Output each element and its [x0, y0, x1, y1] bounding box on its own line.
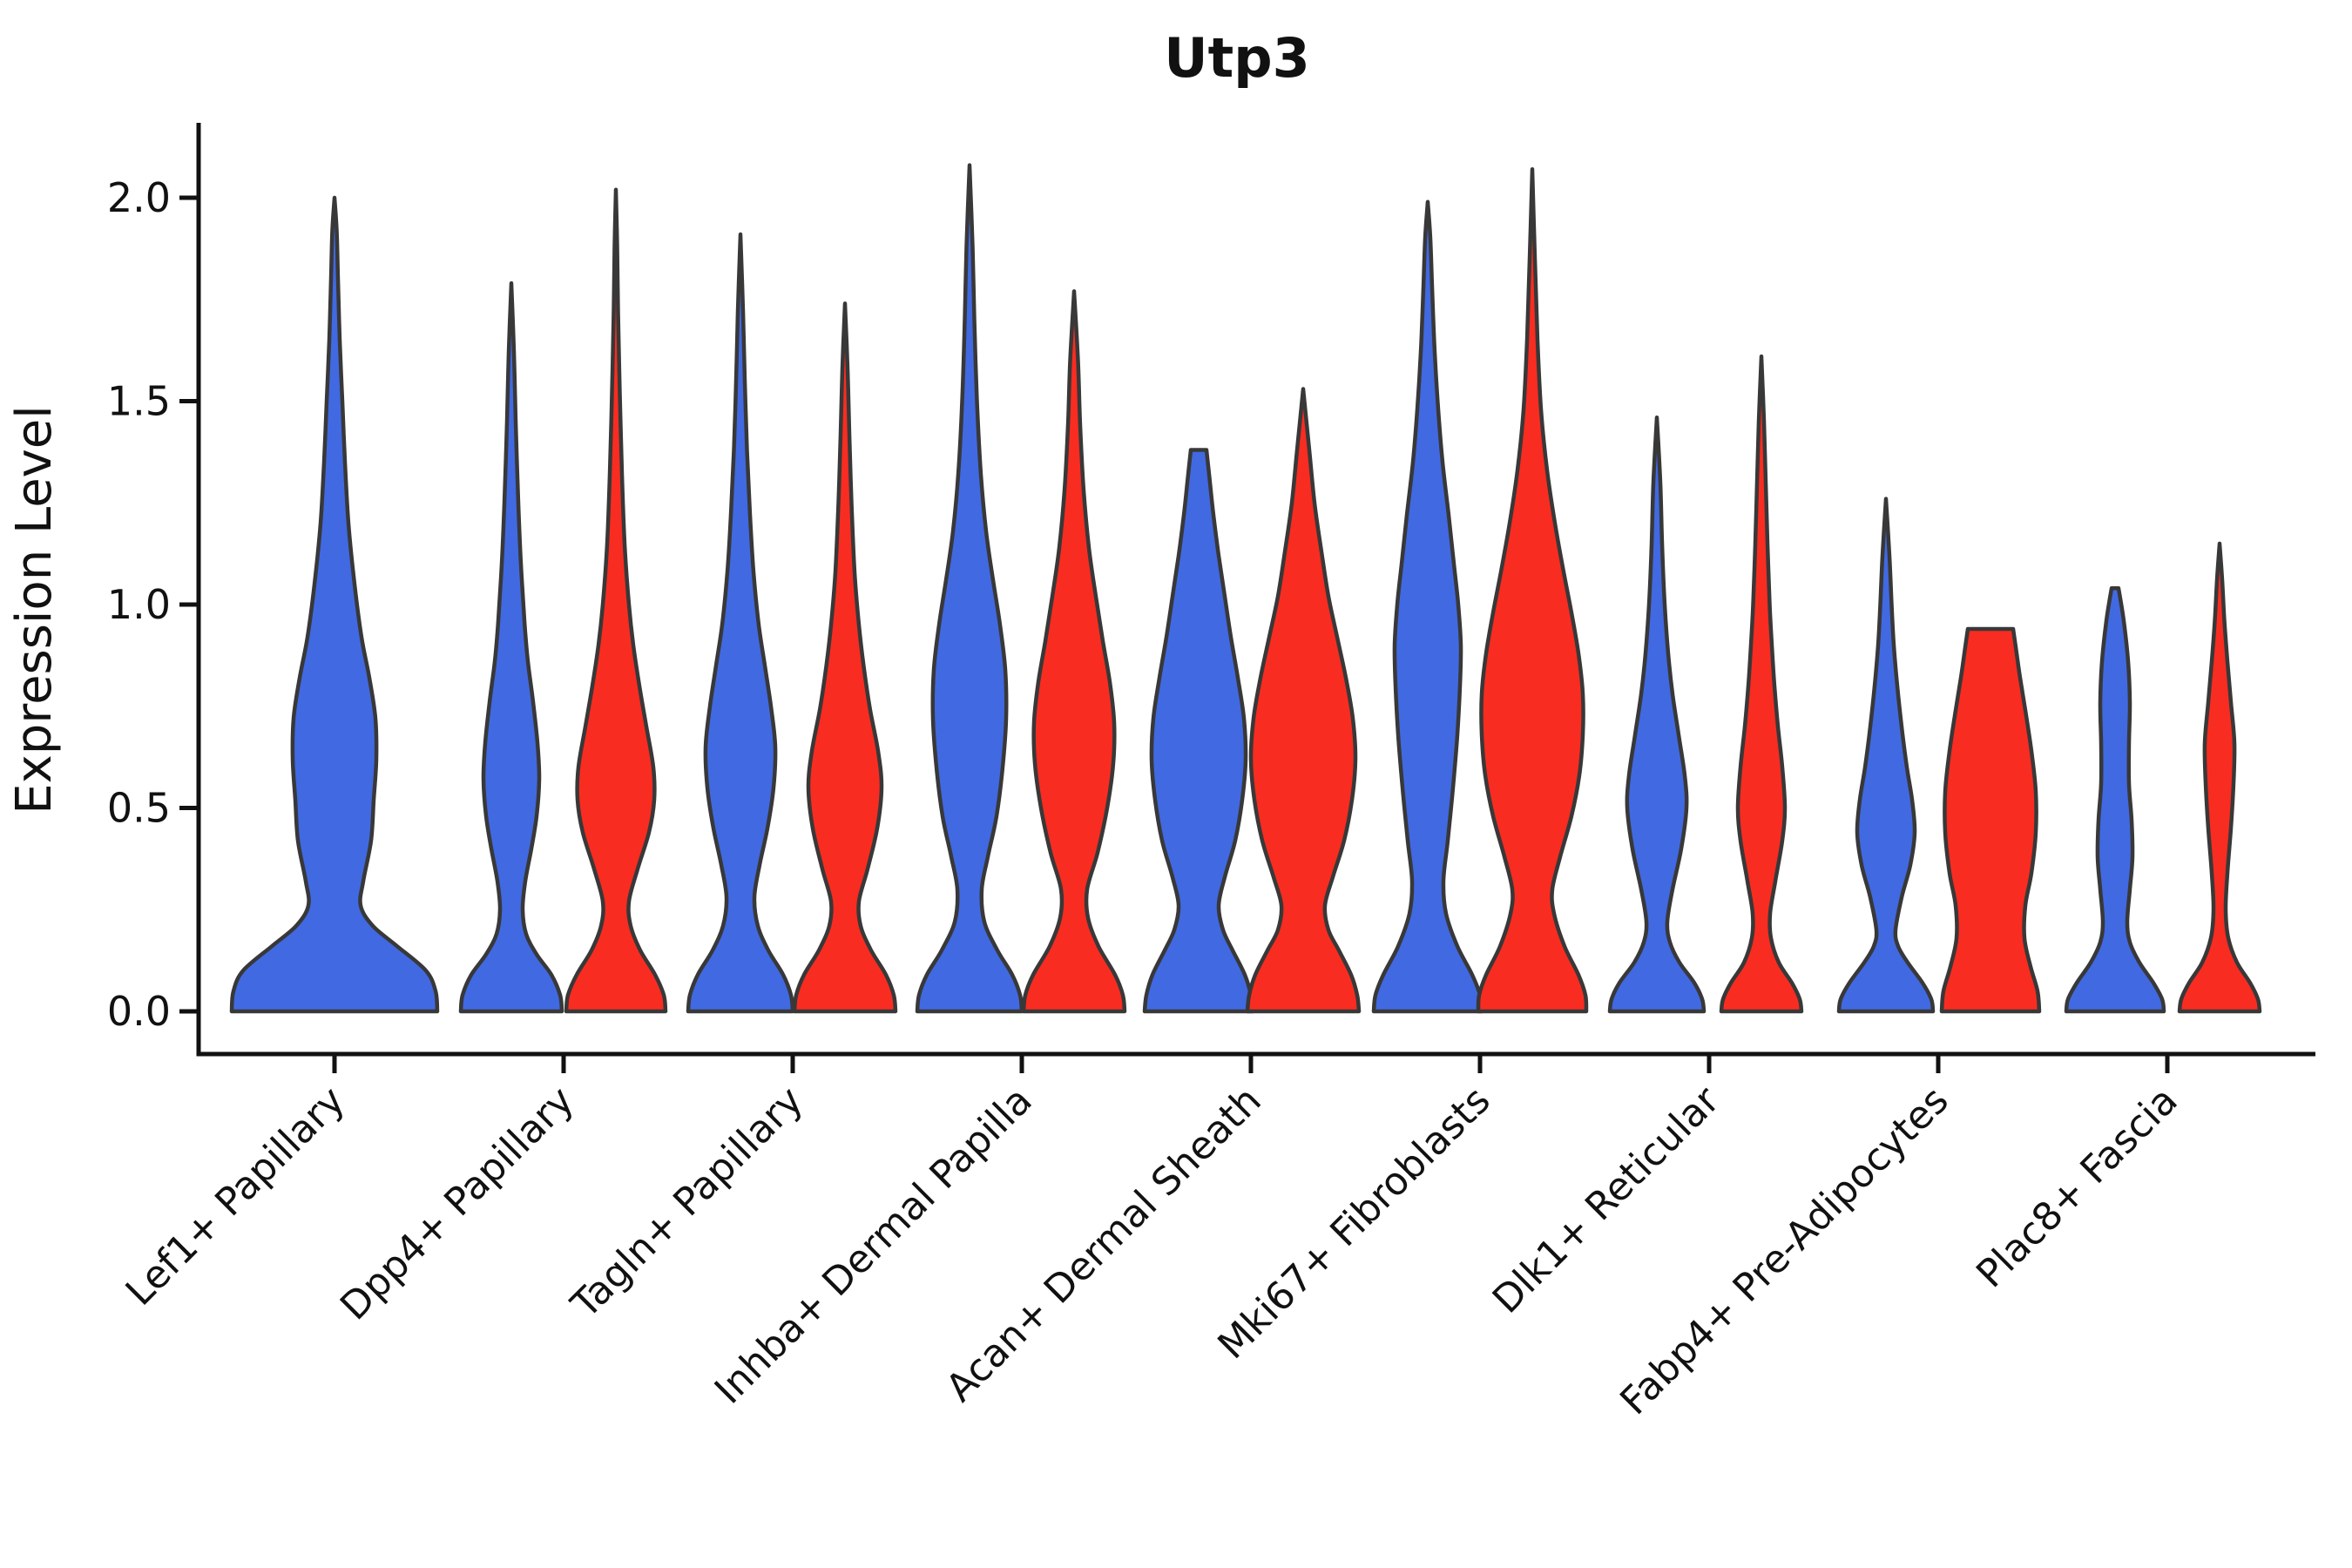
x-axis-category-label: Plac8+ Fascia [1968, 1078, 2186, 1297]
violin-blue-dpp4-papillary [458, 280, 564, 1014]
violin-red-plac8-fascia [2177, 541, 2262, 1014]
x-axis-category-label: Dpp4+ Papillary [332, 1078, 583, 1329]
x-axis-category-label: Dlk1+ Reticular [1484, 1078, 1729, 1322]
violins-layer [229, 163, 2262, 1014]
y-tick-label: 2.0 [107, 174, 171, 221]
y-tick-label: 1.0 [107, 581, 171, 628]
violin-blue-dlk1-reticular [1607, 415, 1707, 1014]
violin-blue-mki67-fibroblasts [1371, 199, 1484, 1014]
violin-red-mki67-fibroblasts [1476, 167, 1589, 1014]
violin-red-acan-dermal-sheath [1245, 387, 1362, 1014]
violin-blue-tagln-papillary [686, 232, 795, 1014]
violin-red-tagln-papillary [792, 301, 898, 1014]
violin-red-inhba-dermal-papilla [1021, 289, 1127, 1014]
y-tick-label: 1.5 [107, 378, 171, 425]
x-axis-category-label: Tagln+ Papillary [563, 1078, 812, 1328]
violin-blue-inhba-dermal-papilla [915, 163, 1024, 1014]
violin-blue-lef1-papillary [229, 195, 440, 1014]
y-tick-label: 0.5 [107, 785, 171, 832]
chart-title: Utp3 [1164, 26, 1310, 90]
y-axis-label: Expression Level [6, 405, 63, 814]
violin-blue-acan-dermal-sheath [1142, 448, 1255, 1014]
y-tick-label: 0.0 [107, 988, 171, 1035]
violin-red-dlk1-reticular [1719, 354, 1804, 1014]
violin-red-dpp4-papillary [564, 187, 668, 1014]
violin-blue-plac8-fascia [2064, 586, 2166, 1014]
violin-blue-fabp4-pre-adipocytes [1836, 497, 1936, 1014]
x-axis-category-label: Lef1+ Papillary [118, 1078, 354, 1315]
violin-red-fabp4-pre-adipocytes [1939, 626, 2042, 1014]
